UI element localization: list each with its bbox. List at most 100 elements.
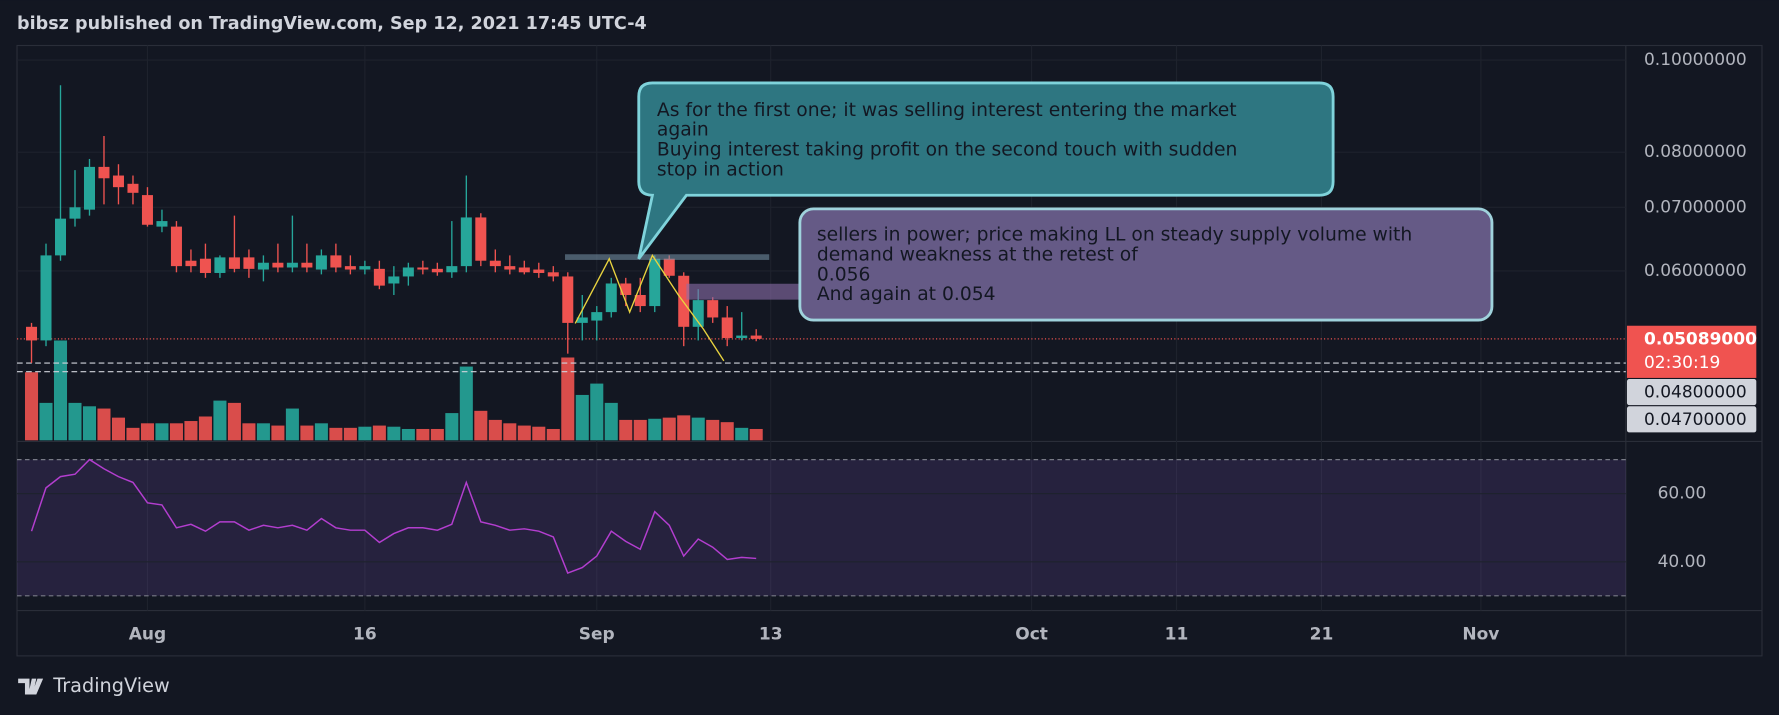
candle-body	[605, 283, 617, 313]
volume-bar	[720, 422, 734, 441]
volume-bar	[213, 400, 227, 441]
volume-bar	[372, 425, 386, 441]
candle-body	[591, 312, 603, 321]
volume-bar	[97, 408, 111, 441]
volume-bar	[503, 423, 517, 441]
candle-body	[707, 300, 719, 318]
candle-body	[736, 335, 748, 338]
candle-body	[692, 300, 704, 327]
price-line-label: 0.04700000	[1644, 410, 1747, 430]
candle-body	[83, 166, 95, 210]
candle-body	[40, 255, 52, 341]
candle-body	[750, 335, 762, 339]
candle-body	[286, 262, 298, 268]
volume-bar	[111, 417, 125, 441]
candle-body	[127, 183, 139, 193]
volume-bar	[343, 427, 357, 441]
volume-bar	[256, 423, 270, 441]
candle-body	[199, 258, 211, 273]
trend-zigzag	[574, 253, 725, 362]
volume-bar	[82, 406, 97, 441]
candle-body	[446, 266, 458, 273]
countdown: 02:30:19	[1644, 353, 1720, 373]
volume-bar	[387, 426, 401, 441]
candle-body	[98, 166, 110, 179]
candle-body	[576, 317, 588, 323]
candle-body	[721, 317, 733, 338]
volume-bar	[648, 418, 662, 441]
volume-bar	[184, 421, 198, 441]
annotation-text: 0.056	[817, 264, 871, 285]
rsi-line	[30, 458, 757, 575]
volume-bar	[662, 417, 676, 441]
candle-body	[373, 268, 385, 286]
x-tick-label: 11	[1165, 624, 1189, 644]
candle-body	[112, 175, 124, 188]
candle-body	[54, 218, 67, 256]
x-tick-label: 13	[759, 624, 783, 644]
volume-bar	[459, 366, 473, 441]
candle-body	[388, 276, 400, 284]
volume-bar	[329, 427, 343, 441]
price-line-label: 0.04800000	[1644, 383, 1747, 403]
candle-body	[214, 257, 226, 273]
candle-body	[69, 207, 81, 219]
volume-bar	[430, 428, 444, 441]
volume-bar	[416, 428, 430, 441]
last-price-label: 0.05089000	[1644, 329, 1757, 349]
candle-body	[489, 260, 501, 267]
frame	[16, 44, 1763, 657]
candle-body	[315, 255, 327, 270]
price-line-box	[1626, 406, 1757, 433]
volume-bar	[706, 419, 720, 441]
candle-body	[547, 272, 559, 277]
brand: TradingView	[52, 674, 169, 697]
candle-body	[402, 267, 414, 277]
x-tick-label: Sep	[579, 624, 615, 644]
candle-body	[185, 260, 197, 267]
rsi-tick-label: 60.00	[1658, 484, 1707, 504]
candle-body	[562, 276, 574, 323]
annotation-text: again	[657, 120, 709, 141]
zone	[565, 254, 770, 260]
y-tick-label: 0.08000000	[1644, 142, 1747, 162]
candle-body	[634, 294, 646, 307]
volume-bar	[604, 402, 618, 441]
brand-logo	[18, 678, 44, 695]
y-tick-label: 0.10000000	[1644, 50, 1747, 70]
candle-body	[330, 255, 342, 268]
last-price-box	[1626, 325, 1757, 378]
x-tick-label: Nov	[1462, 624, 1499, 644]
candle-body	[344, 266, 356, 270]
x-tick-label: Oct	[1015, 624, 1048, 644]
volume-bar	[619, 419, 633, 441]
x-tick-label: Aug	[129, 624, 166, 644]
callout	[637, 81, 1335, 260]
volume-bar	[517, 425, 531, 441]
volume-bar	[242, 423, 256, 441]
candle-body	[228, 257, 240, 269]
rsi-band	[17, 459, 1626, 596]
candle-body	[663, 258, 675, 276]
candle-body	[533, 269, 545, 273]
volume-bar	[198, 416, 212, 441]
candle-body	[272, 262, 284, 268]
logo-mark	[18, 678, 44, 695]
volume-bar	[314, 423, 328, 441]
volume-bar	[532, 426, 546, 441]
candle-body	[156, 221, 168, 227]
candle-body	[649, 258, 661, 307]
candle-body	[460, 217, 472, 267]
volume-bar	[271, 425, 285, 441]
y-tick-label: 0.07000000	[1644, 197, 1747, 217]
price-line-box	[1626, 379, 1757, 406]
plot: Aug 16 Sep 13 Oct 11 21 Nov 0.10000000 0.08000000…	[17, 45, 1757, 644]
candle-body	[141, 195, 153, 225]
candle-body	[620, 283, 632, 295]
volume-bar	[300, 425, 314, 441]
volume-bar	[169, 423, 183, 441]
volume-bar	[68, 402, 82, 441]
volume-bar	[140, 423, 154, 441]
volume-bar	[227, 402, 241, 441]
